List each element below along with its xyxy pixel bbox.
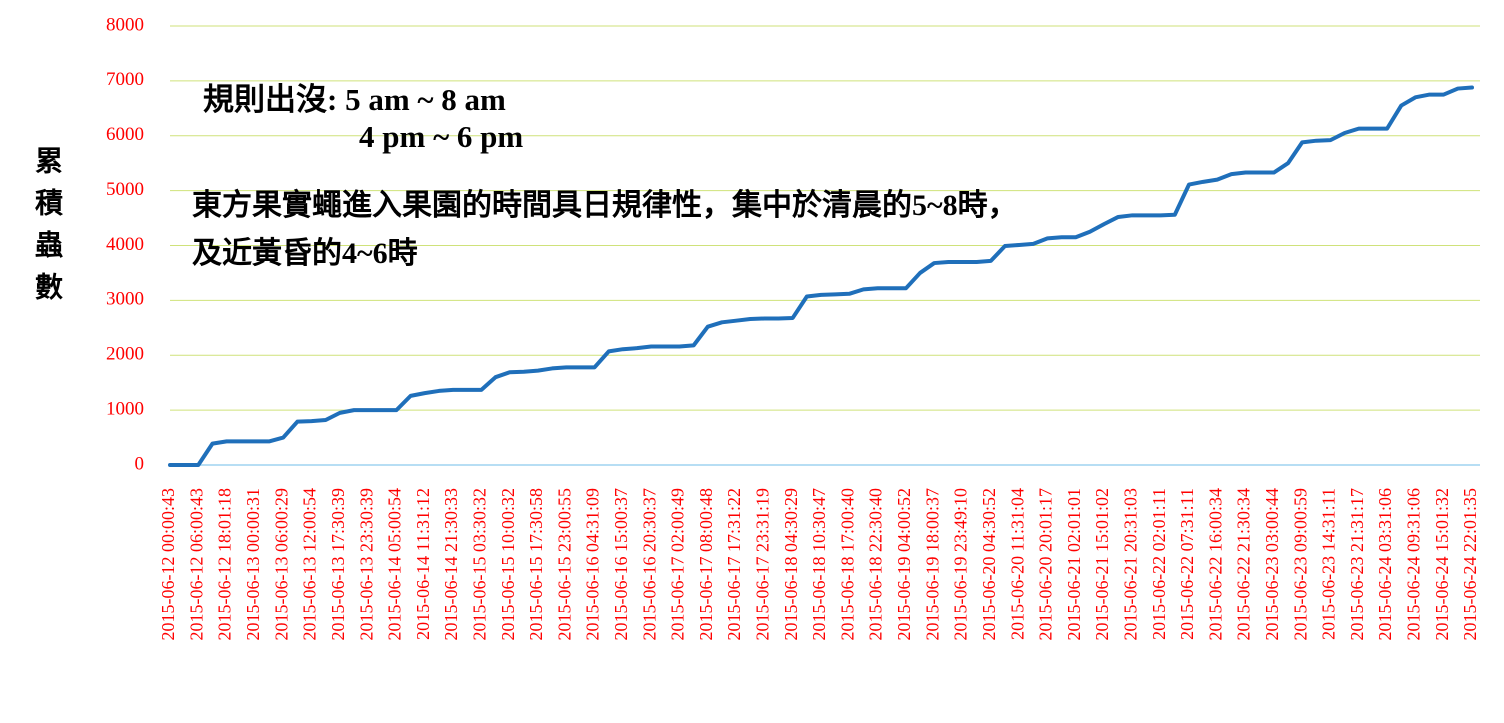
x-tick-label: 2015-06-23 03:00:44 — [1262, 488, 1282, 641]
x-tick-label: 2015-06-13 23:30:39 — [356, 488, 376, 641]
x-tick-label: 2015-06-21 02:01:01 — [1064, 488, 1084, 641]
x-tick-label: 2015-06-22 07:31:11 — [1177, 488, 1197, 640]
x-tick-label: 2015-06-19 23:49:10 — [951, 488, 971, 641]
x-tick-label: 2015-06-12 00:00:43 — [158, 488, 178, 641]
annotation: 4 pm ~ 6 pm — [359, 119, 524, 154]
y-tick-label: 5000 — [106, 179, 144, 200]
x-tick-label: 2015-06-19 04:00:52 — [894, 488, 914, 641]
x-tick-label: 2015-06-21 15:01:02 — [1092, 488, 1112, 641]
x-tick-label: 2015-06-18 22:30:40 — [866, 488, 886, 641]
x-tick-label: 2015-06-13 00:00:31 — [243, 488, 263, 641]
y-axis-label: 累積蟲數 — [31, 146, 62, 314]
y-tick-label: 3000 — [106, 289, 144, 310]
x-tick-label: 2015-06-22 02:01:11 — [1149, 488, 1169, 640]
x-tick-label: 2015-06-14 21:30:33 — [441, 488, 461, 641]
x-tick-label: 2015-06-17 02:00:49 — [668, 488, 688, 641]
y-tick-label: 4000 — [106, 234, 144, 255]
x-tick-label: 2015-06-15 10:00:32 — [498, 488, 518, 641]
data-line — [168, 85, 1474, 467]
x-tick-label: 2015-06-22 21:30:34 — [1234, 488, 1254, 641]
x-tick-label: 2015-06-17 08:00:48 — [696, 488, 716, 641]
annotation: 及近黃昏的4~6時 — [192, 237, 418, 270]
x-tick-label: 2015-06-18 17:00:40 — [837, 488, 857, 641]
x-tick-label: 2015-06-22 16:00:34 — [1205, 488, 1225, 641]
y-tick-label: 1000 — [106, 398, 144, 419]
x-tick-label: 2015-06-13 06:00:29 — [271, 488, 291, 641]
y-tick-label: 8000 — [106, 14, 144, 35]
x-tick-label: 2015-06-21 20:31:03 — [1120, 488, 1140, 641]
x-tick-label: 2015-06-13 12:00:54 — [300, 488, 320, 641]
x-tick-label: 2015-06-12 18:01:18 — [215, 488, 235, 641]
x-tick-label: 2015-06-23 14:31:11 — [1319, 488, 1339, 640]
x-tick-label: 2015-06-18 10:30:47 — [809, 488, 829, 641]
x-tick-label: 2015-06-14 11:31:12 — [413, 488, 433, 640]
x-tick-label: 2015-06-15 03:30:32 — [469, 488, 489, 641]
annotation: 東方果實蠅進入果園的時間具日規律性，集中於清晨的5~8時， — [192, 189, 1018, 222]
x-tick-label: 2015-06-16 20:30:37 — [639, 488, 659, 641]
x-tick-label: 2015-06-24 22:01:35 — [1460, 488, 1480, 641]
y-tick-label: 0 — [135, 453, 145, 474]
x-tick-label: 2015-06-23 09:00:59 — [1290, 488, 1310, 641]
x-tick-label: 2015-06-20 11:31:04 — [1007, 488, 1027, 640]
x-tick-label: 2015-06-17 23:31:19 — [753, 488, 773, 641]
y-tick-label: 2000 — [106, 344, 144, 365]
x-tick-label: 2015-06-19 18:00:37 — [922, 488, 942, 641]
x-tick-label: 2015-06-24 15:01:32 — [1432, 488, 1452, 641]
x-tick-label: 2015-06-15 17:30:58 — [526, 488, 546, 641]
x-tick-label: 2015-06-23 21:31:17 — [1347, 488, 1367, 641]
annotation: 規則出沒: 5 am ~ 8 am — [203, 82, 506, 117]
x-tick-label: 2015-06-17 17:31:22 — [724, 488, 744, 641]
y-tick-label: 6000 — [106, 124, 144, 145]
x-tick-label: 2015-06-14 05:00:54 — [385, 488, 405, 640]
x-tick-label: 2015-06-24 03:31:06 — [1375, 488, 1395, 641]
y-tick-label: 7000 — [106, 69, 144, 90]
x-tick-label: 2015-06-13 17:30:39 — [328, 488, 348, 641]
x-tick-label: 2015-06-16 04:31:09 — [583, 488, 603, 641]
x-tick-label: 2015-06-24 09:31:06 — [1404, 488, 1424, 641]
x-tick-label: 2015-06-18 04:30:29 — [781, 488, 801, 641]
x-tick-label: 2015-06-20 04:30:52 — [979, 488, 999, 641]
x-tick-label: 2015-06-20 20:01:17 — [1036, 488, 1056, 641]
x-tick-label: 2015-06-16 15:00:37 — [611, 488, 631, 641]
x-tick-label: 2015-06-12 06:00:43 — [186, 488, 206, 641]
x-tick-label: 2015-06-15 23:00:55 — [554, 488, 574, 641]
